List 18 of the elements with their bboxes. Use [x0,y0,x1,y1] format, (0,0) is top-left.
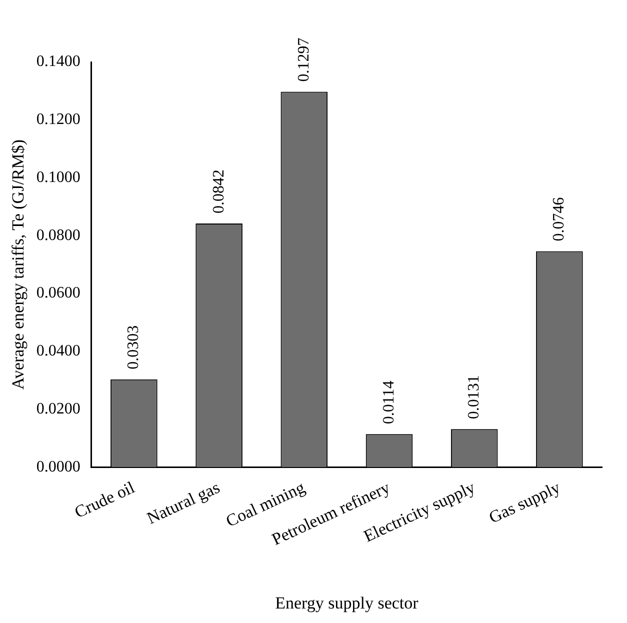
y-tick-label: 0.0000 [36,458,80,476]
data-label: 0.1297 [295,38,312,82]
y-tick-label: 0.0800 [36,226,80,244]
y-tick-label: 0.1200 [36,111,80,128]
y-tick-label: 0.0400 [36,342,80,360]
x-tick-label: Gas supply [486,478,564,528]
y-tick-label: 0.1000 [36,168,80,186]
data-label: 0.0303 [125,325,142,370]
y-tick-label: 0.0600 [36,284,80,302]
y-tick-label: 0.1400 [36,53,80,70]
y-tick-label: 0.0200 [36,400,80,418]
y-axis-title: Average energy tariffs, Te (GJ/RM$) [8,139,28,390]
data-label: 0.0746 [550,197,568,242]
x-axis-title: Energy supply sector [275,593,419,612]
data-label: 0.0131 [466,375,483,420]
x-tick-label: Crude oil [72,478,138,522]
data-label: 0.0842 [210,169,228,214]
data-label: 0.0114 [380,380,398,424]
